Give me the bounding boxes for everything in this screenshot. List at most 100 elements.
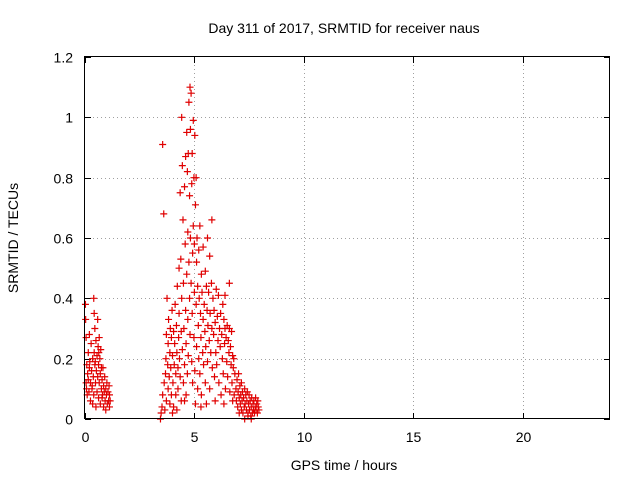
data-point xyxy=(96,400,104,408)
data-point xyxy=(228,379,236,387)
data-point xyxy=(104,388,112,396)
data-point xyxy=(191,201,199,209)
x-tick-label: 0 xyxy=(82,429,90,445)
data-point xyxy=(200,361,208,369)
data-point xyxy=(217,309,225,317)
data-point xyxy=(188,309,196,317)
data-point xyxy=(181,183,189,191)
data-point xyxy=(254,403,262,411)
data-point xyxy=(254,397,262,405)
data-point xyxy=(199,243,207,251)
data-point xyxy=(229,364,237,372)
data-point xyxy=(92,337,100,345)
data-point xyxy=(237,379,245,387)
data-point xyxy=(225,279,233,287)
data-point xyxy=(175,334,183,342)
data-point xyxy=(186,83,194,91)
data-point xyxy=(186,192,194,200)
data-point xyxy=(205,288,213,296)
data-point xyxy=(206,252,214,260)
data-point xyxy=(193,258,201,266)
data-point xyxy=(218,355,226,363)
data-point xyxy=(224,337,232,345)
data-point xyxy=(157,409,165,417)
data-point xyxy=(197,309,204,317)
data-point xyxy=(221,385,229,393)
data-point xyxy=(228,328,236,336)
data-point xyxy=(186,294,194,302)
data-point xyxy=(204,358,211,366)
data-point xyxy=(168,306,176,314)
data-point xyxy=(194,282,202,290)
data-point xyxy=(167,364,175,372)
data-point xyxy=(208,216,216,224)
data-point xyxy=(197,403,205,411)
data-point xyxy=(95,334,103,342)
data-point xyxy=(188,358,196,366)
data-point xyxy=(172,321,180,329)
data-point xyxy=(183,370,191,378)
y-tick-label: 0.4 xyxy=(54,291,74,307)
data-point xyxy=(196,222,204,230)
data-point xyxy=(167,334,175,342)
x-axis-label: GPS time / hours xyxy=(291,457,398,473)
data-point xyxy=(187,89,195,97)
data-point xyxy=(189,116,197,124)
data-point xyxy=(105,382,113,390)
data-point xyxy=(191,400,199,408)
data-point xyxy=(202,400,210,408)
x-tick-label: 10 xyxy=(297,429,313,445)
data-point xyxy=(87,340,95,348)
data-point xyxy=(189,379,197,387)
data-point xyxy=(201,379,209,387)
y-tick-label: 0.8 xyxy=(54,171,74,187)
data-point xyxy=(93,388,101,396)
data-point xyxy=(186,125,194,133)
data-point xyxy=(253,409,261,417)
data-point xyxy=(178,294,186,302)
data-point xyxy=(233,376,241,384)
data-point xyxy=(196,370,204,378)
y-axis-label: SRMTID / TECUs xyxy=(5,183,21,293)
data-point xyxy=(199,349,207,357)
data-point xyxy=(170,328,178,336)
x-tick-label: 20 xyxy=(516,429,532,445)
data-point xyxy=(165,315,173,323)
data-point xyxy=(224,373,232,381)
data-point xyxy=(197,270,205,278)
data-point xyxy=(201,267,209,275)
data-point xyxy=(188,150,196,158)
data-point xyxy=(195,355,203,363)
data-point xyxy=(159,140,167,148)
data-point xyxy=(178,346,186,354)
data-point xyxy=(173,406,181,414)
data-point xyxy=(90,309,98,317)
data-point xyxy=(204,234,211,242)
chart-title: Day 311 of 2017, SRMTID for receiver nau… xyxy=(208,20,479,36)
data-point xyxy=(182,340,190,348)
data-point xyxy=(164,385,172,393)
data-point xyxy=(201,328,209,336)
data-point xyxy=(210,331,218,339)
data-point xyxy=(190,288,198,296)
data-point xyxy=(90,294,98,302)
data-point xyxy=(90,391,98,399)
data-point xyxy=(230,391,238,399)
data-point xyxy=(182,391,190,399)
data-point xyxy=(173,282,181,290)
data-point xyxy=(101,373,109,381)
data-point xyxy=(182,306,190,314)
data-point xyxy=(162,331,170,339)
data-point xyxy=(106,397,114,405)
data-point xyxy=(162,370,169,378)
data-point xyxy=(206,309,214,317)
data-point xyxy=(169,352,176,360)
data-point xyxy=(202,343,210,351)
data-point xyxy=(185,98,193,106)
data-point xyxy=(219,370,227,378)
data-point xyxy=(208,364,216,372)
data-point xyxy=(211,397,219,405)
data-point xyxy=(102,406,110,414)
data-point xyxy=(173,349,181,357)
data-point xyxy=(216,343,224,351)
